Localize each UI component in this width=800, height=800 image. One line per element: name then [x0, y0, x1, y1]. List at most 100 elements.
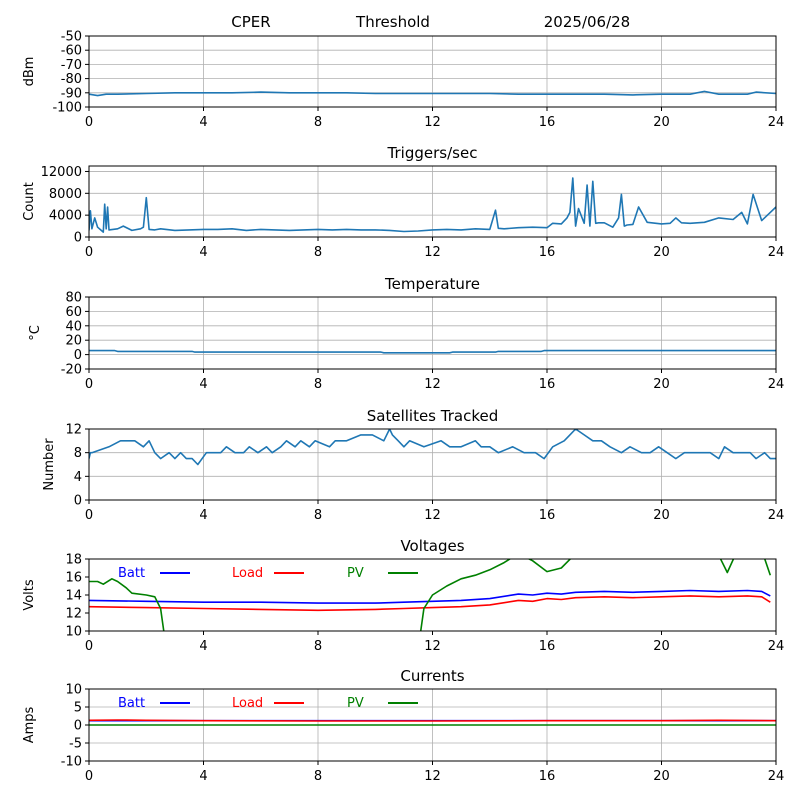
series-line-load — [89, 719, 776, 722]
legend-label-load: Load — [232, 696, 263, 711]
header-site: CPER — [231, 13, 270, 31]
x-tick-label: 0 — [85, 769, 93, 784]
panel-triggers: 0 4 8 12 16 20 24 0 4000 8000 12000 Triggers/sec Cou… — [22, 144, 784, 260]
legend-label-batt: Batt — [118, 566, 145, 581]
x-tick-label: 24 — [768, 115, 785, 130]
legend-label-pv: PV — [347, 696, 364, 711]
x-tick-label: 16 — [539, 508, 556, 523]
y-tick-label: -10 — [61, 755, 82, 770]
series-line-pv — [89, 559, 772, 631]
x-tick-label: 12 — [424, 115, 441, 130]
x-tick-label: 8 — [314, 115, 322, 130]
x-tick-label: 4 — [199, 508, 207, 523]
x-tick-label: 12 — [424, 769, 441, 784]
y-tick-label: 8 — [74, 446, 82, 461]
x-tick-label: 16 — [539, 639, 556, 654]
y-tick-label: 40 — [65, 319, 82, 334]
panel-voltages: 0 4 8 12 16 20 24 10 12 14 16 18 Voltages Volts Batt Lo… — [22, 537, 784, 654]
x-tick-label: 8 — [314, 245, 322, 260]
y-tick-label: -5 — [69, 737, 82, 752]
legend-label-batt: Batt — [118, 696, 145, 711]
y-tick-label: 10 — [65, 683, 82, 698]
x-tick-label: 8 — [314, 769, 322, 784]
x-tick-label: 20 — [653, 377, 670, 392]
x-tick-label: 4 — [199, 245, 207, 260]
x-tick-label: 16 — [539, 115, 556, 130]
y-tick-label: 14 — [65, 589, 82, 604]
series-line-0 — [89, 349, 776, 354]
x-tick-label: 8 — [314, 377, 322, 392]
x-tick-label: 20 — [653, 115, 670, 130]
panel-title: Temperature — [384, 275, 480, 293]
y-axis-label: °C — [28, 325, 43, 341]
panel-title: Satellites Tracked — [367, 407, 498, 425]
y-tick-label: -60 — [61, 44, 82, 59]
x-tick-label: 16 — [539, 769, 556, 784]
x-tick-label: 8 — [314, 508, 322, 523]
y-axis-label: Count — [22, 182, 37, 221]
y-tick-label: 60 — [65, 305, 82, 320]
legend-label-pv: PV — [347, 566, 364, 581]
panel-rssi: 0 4 8 12 16 20 24 -100-90-80-70-60-50 dBm — [22, 30, 784, 131]
x-tick-label: 20 — [653, 508, 670, 523]
y-tick-label: 10 — [65, 625, 82, 640]
x-tick-label: 4 — [199, 377, 207, 392]
y-axis-label: Amps — [22, 706, 37, 743]
x-tick-label: 0 — [85, 508, 93, 523]
x-tick-label: 24 — [768, 508, 785, 523]
y-tick-label: 5 — [74, 701, 82, 716]
y-tick-label: 12000 — [41, 165, 82, 180]
panel-currents: 0 4 8 12 16 20 24 -10 -5 0 5 10 Currents Amps Batt Load… — [22, 667, 784, 784]
x-tick-label: 12 — [424, 639, 441, 654]
y-axis-label: dBm — [22, 57, 37, 87]
x-tick-label: 12 — [424, 508, 441, 523]
y-axis-label: Volts — [22, 579, 37, 611]
y-tick-label: -90 — [61, 86, 82, 101]
x-tick-label: 0 — [85, 639, 93, 654]
x-tick-label: 12 — [424, 245, 441, 260]
y-tick-label: 8000 — [49, 187, 82, 202]
y-tick-label: 0 — [74, 348, 82, 363]
y-tick-label: -80 — [61, 72, 82, 87]
panel-title: Voltages — [400, 537, 464, 555]
series-line-0 — [89, 90, 776, 97]
series-line-0 — [89, 429, 776, 466]
y-tick-label: 0 — [74, 494, 82, 509]
legend-label-load: Load — [232, 566, 263, 581]
y-tick-label: 80 — [65, 291, 82, 306]
y-tick-label: 0 — [74, 231, 82, 246]
x-tick-label: 0 — [85, 377, 93, 392]
x-tick-label: 12 — [424, 377, 441, 392]
panel-title: Currents — [400, 667, 464, 685]
x-tick-label: 0 — [85, 245, 93, 260]
y-tick-label: -20 — [61, 363, 82, 378]
x-tick-label: 24 — [768, 769, 785, 784]
y-tick-label: -50 — [61, 30, 82, 45]
x-tick-label: 24 — [768, 377, 785, 392]
series-line-0 — [89, 177, 776, 233]
x-tick-label: 20 — [653, 245, 670, 260]
header-date: 2025/06/28 — [544, 13, 630, 31]
y-tick-label: 12 — [65, 607, 82, 622]
x-tick-label: 20 — [653, 769, 670, 784]
x-tick-label: 4 — [199, 769, 207, 784]
series-line-batt — [89, 589, 771, 604]
y-tick-label: 0 — [74, 719, 82, 734]
x-tick-label: 24 — [768, 639, 785, 654]
x-tick-label: 20 — [653, 639, 670, 654]
y-tick-label: 16 — [65, 571, 82, 586]
x-tick-label: 4 — [199, 639, 207, 654]
figure-header: CPER Threshold 2025/06/28 — [231, 13, 630, 31]
panel-title: Triggers/sec — [387, 144, 478, 162]
x-tick-label: 24 — [768, 245, 785, 260]
y-tick-label: 12 — [65, 423, 82, 438]
y-axis-label: Number — [42, 438, 57, 491]
y-tick-label: -100 — [52, 101, 82, 116]
panel-satellites: 0 4 8 12 16 20 24 0 4 8 12 Satellites Tracked Number — [42, 407, 784, 523]
x-tick-label: 4 — [199, 115, 207, 130]
x-tick-label: 0 — [85, 115, 93, 130]
y-tick-label: 18 — [65, 553, 82, 568]
